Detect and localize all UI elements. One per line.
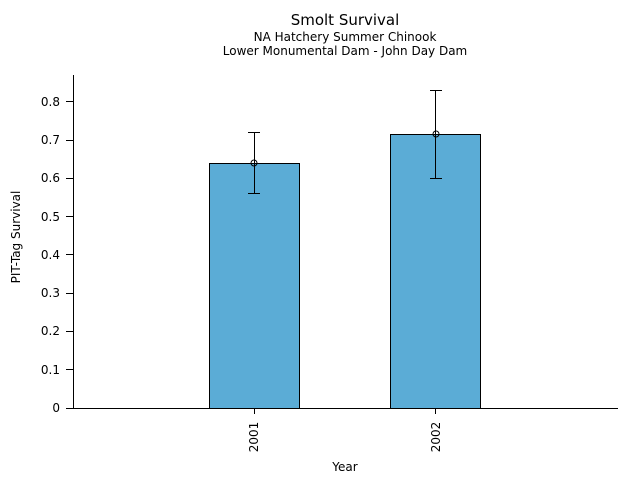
y-axis-tick [66,216,73,218]
x-axis-tick-label: 2001 [247,421,262,453]
y-axis-tick [66,369,73,371]
plot-area: 0 0.1 0.2 0.3 0.4 0.5 0.6 0.7 0.8 2001 2002 [41,75,618,452]
y-axis-tick-label: 0.2 [40,324,60,339]
y-axis-tick [66,254,73,256]
point-estimate-marker-2002 [432,130,440,138]
y-axis-spine [73,75,74,409]
x-axis-tick [253,409,255,414]
y-axis-tick-label: 0.7 [40,133,60,148]
y-axis-label: PIT-Tag Survival [9,190,23,284]
y-axis-tick [66,330,73,332]
x-axis-tick-label: 2002 [428,421,443,453]
y-axis-tick-label: 0.5 [40,209,60,224]
x-axis-tick [435,409,437,414]
chart-title: Smolt Survival [290,11,400,29]
error-bar-cap-top-2001 [248,131,261,134]
y-axis-tick-label: 0.1 [40,362,60,377]
y-axis-tick [66,407,73,409]
bar-2001 [208,163,300,409]
x-axis-label: Year [332,460,358,474]
point-estimate-marker-2001 [250,159,258,167]
error-bar-cap-bottom-2002 [429,177,442,180]
y-axis-tick [66,139,73,141]
chart-subtitle-reach: Lower Monumental Dam - John Day Dam [222,44,468,58]
title-block: Smolt Survival NA Hatchery Summer Chinoo… [73,11,617,58]
y-axis-tick-label: 0.4 [40,247,60,262]
x-axis-spine [73,408,618,409]
chart-subtitle-species: NA Hatchery Summer Chinook [253,30,437,44]
y-axis-tick [66,101,73,103]
y-axis-tick [66,292,73,294]
y-axis-tick [66,177,73,179]
y-axis-tick-label: 0.3 [40,286,60,301]
error-bar-cap-bottom-2001 [248,192,261,195]
y-axis-tick-label: 0.8 [40,94,60,109]
y-axis-tick-label: 0.6 [40,171,60,186]
error-bar-cap-top-2002 [429,89,442,92]
bar-2002 [390,134,482,409]
y-axis-tick-label: 0 [52,401,60,415]
